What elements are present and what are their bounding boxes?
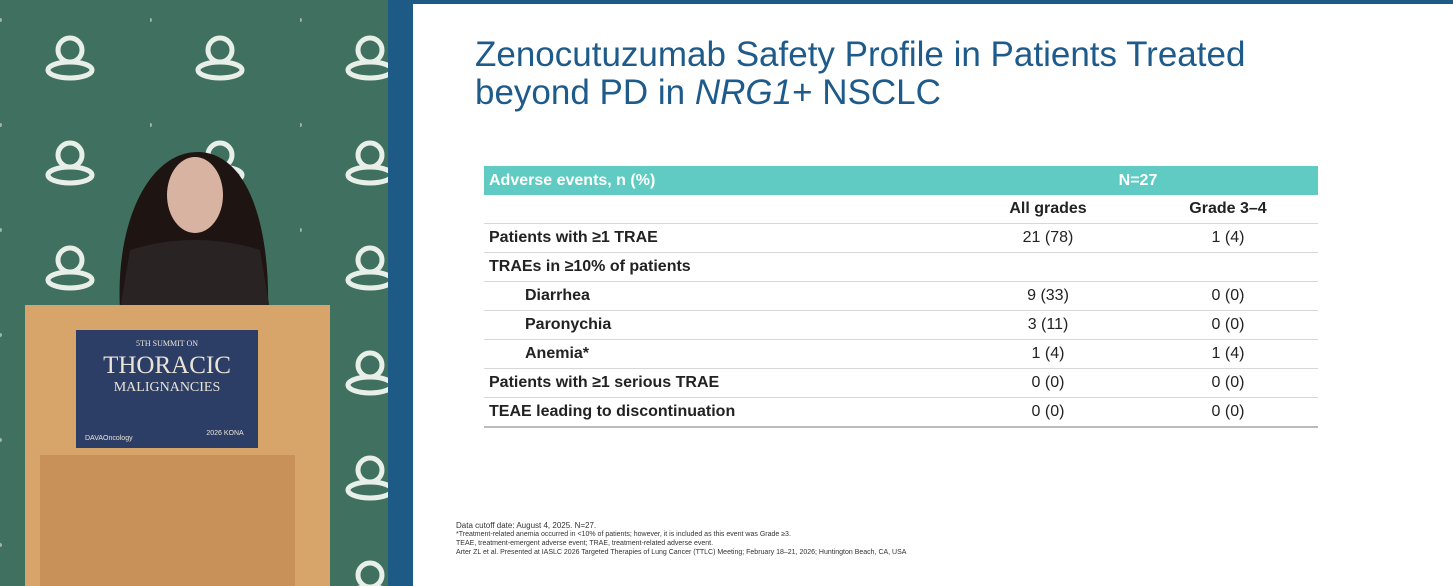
table-row: Paronychia 3 (11) 0 (0) bbox=[484, 310, 1318, 340]
footnote: TEAE, treatment-emergent adverse event; … bbox=[456, 540, 714, 547]
speaker-face bbox=[167, 157, 223, 233]
value-cell bbox=[1138, 252, 1318, 282]
value-cell: 21 (78) bbox=[958, 223, 1138, 253]
footnote: Arter ZL et al. Presented at IASLC 2026 … bbox=[456, 549, 907, 556]
sign-text: 5TH SUMMIT ON bbox=[136, 339, 198, 348]
footnotes: Data cutoff date: August 4, 2025. N=27. *… bbox=[456, 521, 906, 557]
sign-board bbox=[76, 330, 258, 448]
table-row: Patients with ≥1 TRAE 21 (78) 1 (4) bbox=[484, 223, 1318, 253]
value-cell: 0 (0) bbox=[958, 397, 1138, 428]
speaker-body bbox=[120, 240, 270, 310]
table-row: Anemia* 1 (4) 1 (4) bbox=[484, 339, 1318, 369]
title-line: Zenocutuzumab Safety Profile in Patients… bbox=[475, 35, 1246, 74]
row-label: TEAE leading to discontinuation bbox=[484, 397, 958, 428]
sign-text: MALIGNANCIES bbox=[114, 380, 221, 395]
value-cell: 9 (33) bbox=[958, 281, 1138, 311]
speaker-video: 5TH SUMMIT ON THORACIC MALIGNANCIES DAVA… bbox=[0, 0, 388, 586]
slide: Zenocutuzumab Safety Profile in Patients… bbox=[413, 4, 1453, 586]
title-text: beyond PD in bbox=[475, 73, 695, 112]
safety-table: Adverse events, n (%) N=27 All grades Grade… bbox=[484, 166, 1318, 428]
sign-logo: 2026 KONA bbox=[206, 430, 244, 437]
value-cell: 3 (11) bbox=[958, 310, 1138, 340]
value-cell: 0 (0) bbox=[1138, 281, 1318, 311]
value-cell: 1 (4) bbox=[1138, 223, 1318, 253]
footnote: Data cutoff date: August 4, 2025. N=27. bbox=[456, 521, 597, 530]
header-row: Adverse events, n (%) N=27 bbox=[484, 166, 1318, 195]
value-cell bbox=[958, 252, 1138, 282]
podium-sign: 5TH SUMMIT ON THORACIC MALIGNANCIES DAVA… bbox=[76, 330, 258, 448]
column-row: All grades Grade 3–4 bbox=[484, 195, 1318, 224]
table-row: Patients with ≥1 serious TRAE 0 (0) 0 (0) bbox=[484, 368, 1318, 398]
value-cell: 0 (0) bbox=[1138, 368, 1318, 398]
value-cell: 1 (4) bbox=[958, 339, 1138, 369]
row-label: Patients with ≥1 TRAE bbox=[484, 223, 958, 253]
header-cell: N=27 bbox=[958, 166, 1318, 195]
podium-panel bbox=[40, 455, 295, 586]
table-row: Diarrhea 9 (33) 0 (0) bbox=[484, 281, 1318, 311]
value-cell: 0 (0) bbox=[958, 368, 1138, 398]
table-row: TRAEs in ≥10% of patients bbox=[484, 252, 1318, 282]
value-cell: 0 (0) bbox=[1138, 397, 1318, 428]
value-cell: 0 (0) bbox=[1138, 310, 1318, 340]
sign-logo: DAVAOncology bbox=[85, 435, 133, 442]
column-header: Grade 3–4 bbox=[1138, 195, 1318, 224]
row-label: Anemia* bbox=[484, 339, 958, 369]
empty-cell bbox=[484, 195, 958, 224]
title-gene: NRG1 bbox=[694, 73, 793, 112]
header-cell: Adverse events, n (%) bbox=[484, 166, 958, 195]
title-text: + NSCLC bbox=[792, 73, 941, 112]
title-line: beyond PD in NRG1+ NSCLC bbox=[475, 74, 1245, 112]
slide-title: Zenocutuzumab Safety Profile in Patients… bbox=[475, 36, 1245, 112]
table-row: TEAE leading to discontinuation 0 (0) 0 (0… bbox=[484, 397, 1318, 428]
row-label: TRAEs in ≥10% of patients bbox=[484, 252, 958, 282]
row-label: Paronychia bbox=[484, 310, 958, 340]
video-frame: 5TH SUMMIT ON THORACIC MALIGNANCIES DAVA… bbox=[0, 0, 388, 586]
sign-text: THORACIC bbox=[103, 352, 231, 379]
column-header: All grades bbox=[958, 195, 1138, 224]
row-label: Diarrhea bbox=[484, 281, 958, 311]
row-label: Patients with ≥1 serious TRAE bbox=[484, 368, 958, 398]
value-cell: 1 (4) bbox=[1138, 339, 1318, 369]
footnote: *Treatment-related anemia occurred in <1… bbox=[456, 531, 791, 538]
